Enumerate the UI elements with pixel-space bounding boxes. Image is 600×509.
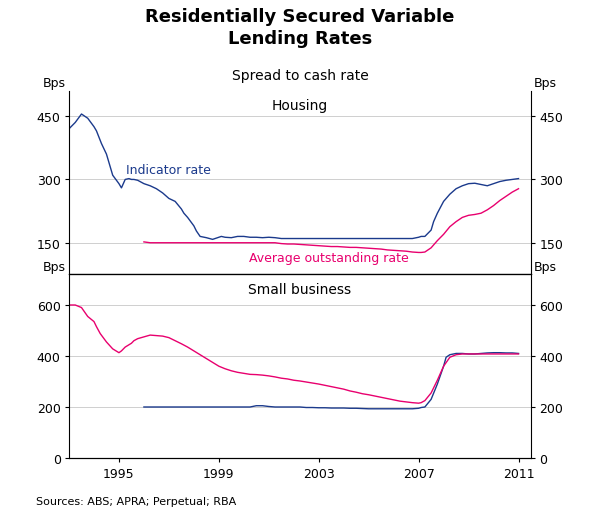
Text: Bps: Bps — [534, 261, 557, 273]
Text: Spread to cash rate: Spread to cash rate — [232, 69, 368, 82]
Text: Housing: Housing — [272, 99, 328, 113]
Text: Sources: ABS; APRA; Perpetual; RBA: Sources: ABS; APRA; Perpetual; RBA — [36, 496, 236, 506]
Text: Indicator rate: Indicator rate — [127, 164, 211, 177]
Text: Small business: Small business — [248, 282, 352, 296]
Text: Residentially Secured Variable
Lending Rates: Residentially Secured Variable Lending R… — [145, 8, 455, 48]
Text: Average outstanding rate: Average outstanding rate — [249, 251, 409, 264]
Text: Bps: Bps — [43, 261, 66, 273]
Text: Bps: Bps — [43, 77, 66, 90]
Text: Bps: Bps — [534, 77, 557, 90]
